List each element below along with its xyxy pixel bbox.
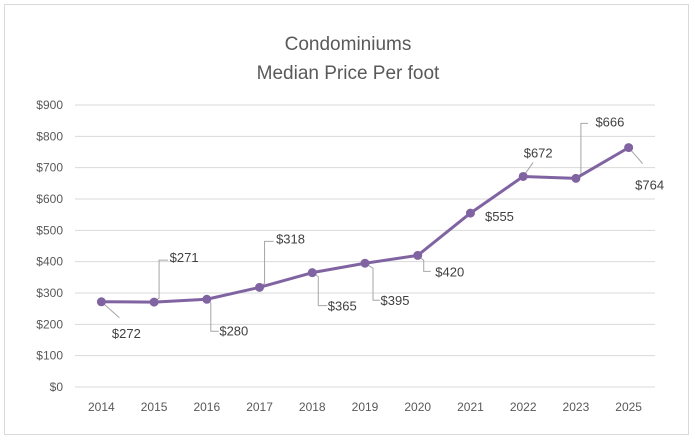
data-point [202, 294, 212, 304]
data-label-leader [311, 272, 328, 307]
chart-title-line-1: Condominiums [285, 34, 412, 55]
data-label: $365 [328, 299, 357, 314]
chart-title-line-2: Median Price Per foot [257, 63, 440, 84]
x-tick-label: 2015 [141, 400, 168, 414]
data-label-leader [206, 298, 219, 332]
data-label-leader [364, 262, 380, 301]
y-axis-ticks: $0 $100 $200 $300 $400 $500 $600 $700 $800 $900 [36, 98, 63, 394]
y-tick-label: $100 [36, 349, 63, 363]
data-label-leader [153, 259, 169, 303]
series-line-segment [416, 211, 472, 257]
data-point [96, 297, 106, 307]
series-line-segment [363, 253, 420, 265]
data-point [307, 268, 317, 278]
series-line-segment [152, 297, 209, 304]
data-points [96, 143, 634, 307]
x-tick-label: 2025 [615, 400, 642, 414]
data-point [571, 173, 581, 183]
x-tick-label: 2021 [457, 400, 484, 414]
data-point [149, 297, 159, 307]
data-label: $271 [170, 250, 199, 265]
series-lines [99, 146, 631, 304]
x-tick-label: 2020 [404, 400, 431, 414]
x-tick-label: 2016 [193, 400, 220, 414]
series-line-segment [310, 261, 367, 275]
x-axis-ticks: 2014 2015 2016 2017 2018 2019 2020 2021 2022 2023… [88, 400, 642, 414]
data-label: $555 [485, 209, 514, 224]
y-tick-label: $500 [36, 223, 63, 237]
data-point [624, 143, 634, 153]
x-tick-label: 2018 [299, 400, 326, 414]
series-line-segment [468, 174, 525, 215]
data-label: $666 [595, 114, 624, 129]
y-tick-label: $600 [36, 192, 63, 206]
data-label: $672 [524, 145, 553, 160]
series-line-segment [258, 271, 314, 289]
x-tick-label: 2014 [88, 400, 115, 414]
data-point [413, 250, 423, 260]
x-tick-label: 2019 [352, 400, 379, 414]
chart-frame [4, 4, 689, 435]
y-tick-label: $900 [36, 98, 63, 112]
data-label: $318 [276, 231, 305, 246]
data-point [360, 258, 370, 268]
data-point [255, 282, 265, 292]
data-labels: $272 $271 $280 $318 $365 $395 $420 $555 $672 $666… [112, 114, 664, 340]
data-label-leader [259, 240, 274, 288]
y-tick-label: $800 [36, 129, 63, 143]
y-tick-label: $400 [36, 255, 63, 269]
x-tick-label: 2022 [510, 400, 537, 414]
x-tick-label: 2023 [563, 400, 590, 414]
series-line-segment [205, 285, 262, 301]
data-label-leader [575, 122, 588, 179]
y-tick-label: $0 [50, 380, 64, 394]
y-tick-label: $700 [36, 161, 63, 175]
data-label: $280 [219, 323, 248, 338]
y-tick-label: $200 [36, 317, 63, 331]
gridlines [75, 104, 655, 388]
data-label: $395 [381, 293, 410, 308]
series-line-segment [574, 146, 631, 180]
data-point [465, 208, 475, 218]
data-label: $420 [435, 264, 464, 279]
x-tick-label: 2017 [246, 400, 273, 414]
data-label: $272 [112, 326, 141, 341]
series-line-segment [521, 174, 578, 180]
data-point [518, 171, 528, 181]
y-tick-label: $300 [36, 286, 63, 300]
data-label: $764 [635, 178, 664, 193]
